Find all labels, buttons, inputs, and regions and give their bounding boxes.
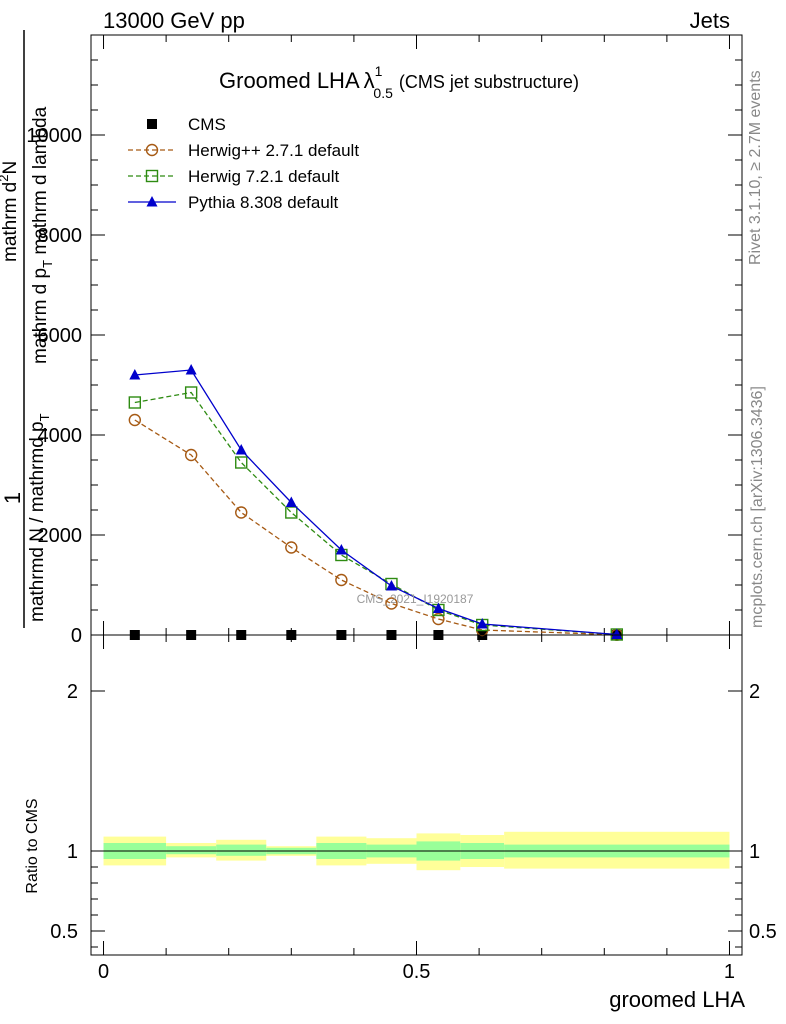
legend-label: CMS [188, 115, 226, 134]
title-sup: 1 [375, 63, 383, 79]
ratio-y-tick-label-right: 2 [749, 681, 760, 703]
main-y-tick-label: 8000 [38, 225, 83, 247]
x-tick-labels: 0 0.5 1 [98, 961, 735, 983]
data-point [128, 396, 142, 409]
x-tick-label: 0 [98, 961, 109, 983]
data-point [184, 386, 198, 399]
ylabel-num-bottom: mathrm d [0, 182, 21, 262]
data-point [335, 573, 348, 587]
process-label: Jets [690, 8, 730, 33]
data-point [285, 496, 297, 507]
ratio-y-tick-label-right: 0.5 [749, 921, 777, 943]
main-y-tick-label: 6000 [38, 325, 83, 347]
data-point [129, 369, 141, 380]
title-sub: 0.5 [373, 85, 393, 101]
data-point [235, 456, 248, 469]
svg-text:mathrm d pT mathrm d lambda: mathrm d pT mathrm d lambda [30, 106, 55, 364]
mcplots-label: mcplots.cern.ch [arXiv:1306.3436] [749, 386, 766, 628]
legend-marker [145, 143, 159, 157]
energy-label: 13000 GeV pp [103, 8, 245, 33]
title-lambda: λ [364, 68, 375, 93]
ratio-y-tick-label: 0.5 [50, 921, 78, 943]
ylabel-den-bottom-rest: mathrm d lambda [30, 106, 51, 260]
data-point [335, 544, 347, 555]
x-tick-label: 0.5 [403, 961, 431, 983]
svg-text:mathrmd N / mathrmd pT: mathrmd N / mathrmd pT [27, 413, 52, 622]
ratio-inner-band-bin [216, 844, 267, 856]
data-point [476, 618, 488, 629]
ratio-bands [103, 831, 730, 871]
ratio-axis-ticks [91, 635, 742, 955]
legend: CMS Herwig++ 2.7.1 default Herwig 7.2.1 de… [128, 115, 359, 212]
watermark: CMS_2021_I1920187 [357, 592, 474, 606]
ylabel-num-bottom-sup: 2 [0, 175, 11, 182]
data-point [385, 597, 398, 610]
main-tick-labels: 0 2000 4000 6000 8000 10000 [26, 125, 82, 647]
data-point [185, 364, 197, 375]
data-point [432, 602, 444, 613]
ylabel-num-bottom-rest: N [0, 161, 21, 175]
ylabel-den-top-sub: T [37, 413, 52, 421]
legend-entry: Pythia 8.308 default [128, 193, 339, 212]
rivet-label: Rivet 3.1.10, ≥ 2.7M events [747, 70, 764, 265]
title-suffix: (CMS jet substructure) [399, 72, 579, 92]
ratio-plot-frame [90, 634, 743, 956]
ratio-tick-labels: 0.5 0.5 1 1 2 2 [50, 681, 777, 943]
ylabel-num-top: 1 [0, 492, 25, 504]
legend-entry: CMS [147, 115, 226, 134]
ylabel-den-top: mathrmd N / mathrmd p [27, 421, 48, 622]
ratio-y-label: Ratio to CMS [24, 798, 41, 893]
data-point [235, 506, 248, 519]
data-point [432, 612, 445, 626]
ratio-y-tick-label-right: 1 [749, 841, 760, 863]
series-line [134, 419, 617, 636]
legend-label: Herwig++ 2.7.1 default [188, 141, 359, 160]
ylabel-den-bottom: mathrm d p [30, 268, 51, 364]
main-axis-ticks [91, 34, 742, 636]
data-point [285, 541, 298, 554]
data-point [611, 628, 623, 639]
x-axis-label: groomed LHA [609, 987, 745, 1012]
legend-marker [147, 119, 157, 129]
main-y-tick-label: 2000 [38, 525, 83, 547]
x-tick-label: 1 [724, 961, 735, 983]
legend-entry: Herwig++ 2.7.1 default [128, 141, 359, 160]
data-point [385, 580, 397, 591]
legend-marker [145, 169, 159, 183]
series-3 [129, 364, 623, 639]
legend-label: Herwig 7.2.1 default [188, 167, 339, 186]
legend-label: Pythia 8.308 default [188, 193, 339, 212]
main-y-label: 1 mathrmd N / mathrmd pT mathrm d2N math… [0, 30, 55, 628]
title-main: Groomed LHA [219, 68, 360, 93]
data-point [128, 413, 142, 427]
data-point [184, 448, 198, 462]
plot-title: Groomed LHA λ1 0.5 (CMS jet substructure) [219, 63, 579, 101]
series-1 [128, 413, 624, 641]
ylabel-den-bottom-sub: T [40, 260, 55, 268]
main-y-tick-label: 0 [71, 625, 82, 647]
ratio-inner-band-bin [166, 846, 217, 855]
legend-entry: Herwig 7.2.1 default [128, 167, 339, 186]
legend-marker [146, 196, 158, 207]
svg-text:mathrm d2N: mathrm d2N [0, 161, 21, 262]
main-y-tick-label: 10000 [26, 125, 82, 147]
data-point [235, 444, 247, 455]
main-y-tick-label: 4000 [38, 425, 83, 447]
ratio-y-tick-label: 1 [67, 841, 78, 863]
ratio-y-tick-label: 2 [67, 681, 78, 703]
